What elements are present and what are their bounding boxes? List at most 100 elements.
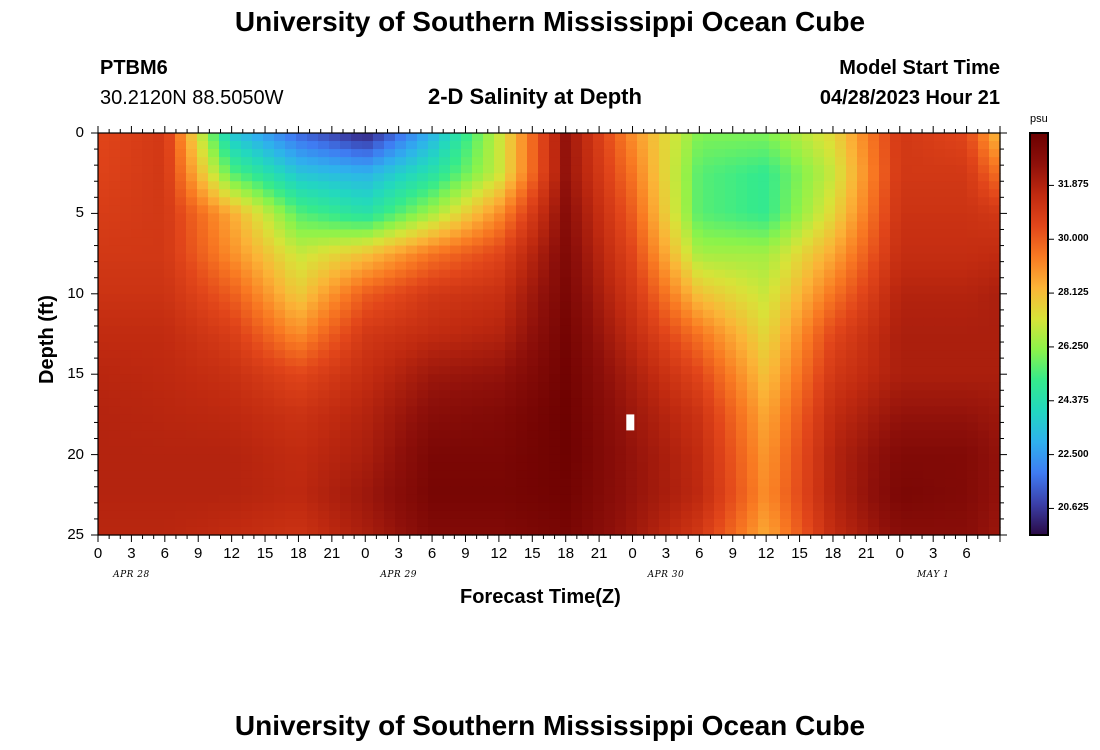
heatmap-cell (274, 165, 286, 174)
heatmap-cell (285, 486, 297, 496)
heatmap-cell (373, 342, 385, 351)
heatmap-cell (879, 518, 891, 528)
heatmap-cell (978, 366, 990, 375)
heatmap-cell (340, 293, 352, 303)
heatmap-cell (472, 478, 484, 488)
heatmap-cell (505, 213, 517, 223)
heatmap-cell (406, 181, 418, 190)
heatmap-cell (692, 526, 704, 536)
heatmap-cell (703, 229, 715, 239)
heatmap-cell (164, 518, 176, 528)
heatmap-cell (307, 165, 319, 174)
heatmap-cell (329, 189, 341, 198)
heatmap-cell (230, 430, 242, 440)
heatmap-cell (560, 181, 572, 190)
heatmap-cell (362, 317, 374, 327)
heatmap-cell (670, 253, 682, 263)
heatmap-cell (186, 181, 198, 190)
heatmap-cell (120, 269, 132, 279)
heatmap-cell (395, 382, 407, 391)
heatmap-cell (549, 390, 561, 399)
heatmap-cell (153, 189, 165, 198)
heatmap-cell (395, 277, 407, 287)
heatmap-cell (252, 245, 264, 255)
heatmap-cell (494, 189, 506, 198)
heatmap-cell (549, 398, 561, 407)
heatmap-cell (153, 165, 165, 174)
heatmap-cell (230, 350, 242, 359)
heatmap-cell (296, 229, 308, 239)
heatmap-cell (934, 285, 946, 295)
heatmap-cell (989, 406, 1001, 415)
heatmap-cell (901, 478, 913, 488)
heatmap-cell (208, 462, 220, 472)
heatmap-cell (593, 470, 605, 480)
heatmap-cell (549, 189, 561, 198)
heatmap-cell (670, 478, 682, 488)
heatmap-cell (934, 221, 946, 231)
heatmap-cell (923, 253, 935, 263)
heatmap-cell (593, 462, 605, 472)
heatmap-cell (153, 486, 165, 496)
heatmap-cell (681, 454, 693, 464)
heatmap-cell (395, 342, 407, 351)
heatmap-cell (582, 374, 594, 383)
heatmap-cell (824, 269, 836, 279)
heatmap-cell (912, 317, 924, 327)
heatmap-cell (252, 237, 264, 247)
heatmap-cell (362, 478, 374, 488)
heatmap-cell (252, 366, 264, 375)
heatmap-cell (131, 486, 143, 496)
heatmap-cell (208, 173, 220, 182)
heatmap-cell (417, 526, 429, 536)
heatmap-cell (659, 446, 671, 456)
heatmap-cell (582, 213, 594, 223)
heatmap-cell (131, 454, 143, 464)
heatmap-cell (329, 398, 341, 407)
heatmap-cell (846, 149, 858, 158)
heatmap-cell (912, 285, 924, 295)
heatmap-cell (824, 181, 836, 190)
heatmap-cell (219, 334, 231, 343)
heatmap-cell (120, 165, 132, 174)
heatmap-cell (109, 422, 121, 432)
heatmap-cell (252, 454, 264, 464)
heatmap-cell (252, 494, 264, 504)
heatmap-cell (329, 277, 341, 287)
heatmap-cell (208, 189, 220, 198)
heatmap-cell (395, 309, 407, 319)
heatmap-cell (549, 438, 561, 448)
heatmap-cell (989, 486, 1001, 496)
heatmap-cell (857, 390, 869, 399)
heatmap-cell (362, 518, 374, 528)
heatmap-cell (538, 350, 550, 359)
heatmap-cell (923, 181, 935, 190)
heatmap-cell (285, 422, 297, 432)
heatmap-cell (670, 133, 682, 142)
heatmap-cell (241, 205, 253, 214)
heatmap-cell (219, 317, 231, 327)
heatmap-cell (318, 502, 330, 512)
heatmap-cell (252, 205, 264, 214)
heatmap-cell (406, 277, 418, 287)
heatmap-cell (758, 382, 770, 391)
heatmap-cell (318, 358, 330, 367)
heatmap-cell (835, 189, 847, 198)
heatmap-cell (263, 213, 275, 223)
heatmap-cell (571, 334, 583, 343)
heatmap-cell (406, 141, 418, 150)
heatmap-cell (131, 149, 143, 158)
heatmap-cell (835, 494, 847, 504)
heatmap-cell (703, 510, 715, 520)
heatmap-cell (956, 422, 968, 432)
heatmap-cell (329, 165, 341, 174)
heatmap-cell (692, 438, 704, 448)
heatmap-cell (615, 374, 627, 383)
heatmap-cell (483, 149, 495, 158)
heatmap-cell (681, 478, 693, 488)
heatmap-cell (890, 414, 902, 424)
heatmap-cell (252, 149, 264, 158)
heatmap-cell (967, 301, 979, 311)
heatmap-cell (373, 173, 385, 182)
heatmap-cell (274, 197, 286, 206)
